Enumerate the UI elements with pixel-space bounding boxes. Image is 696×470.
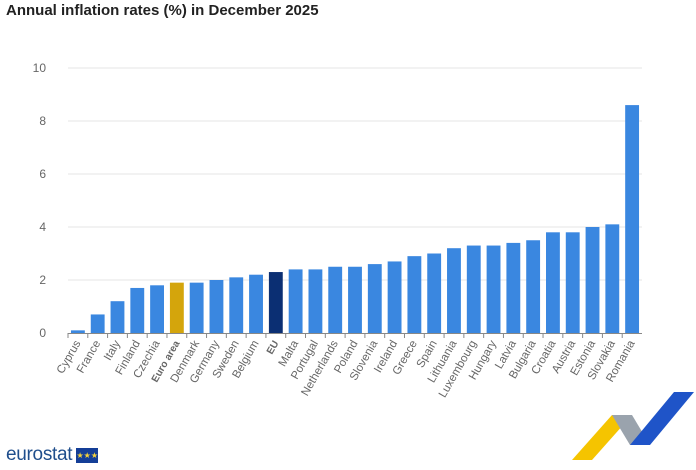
bar-germany <box>209 280 224 333</box>
eu-flag-icon: ★★★ <box>76 447 99 463</box>
y-tick-label: 6 <box>39 167 46 181</box>
y-tick-label: 0 <box>39 326 46 340</box>
bar-italy <box>110 301 125 333</box>
bar-cyprus <box>70 330 85 333</box>
bar-austria <box>565 232 580 333</box>
y-tick-label: 4 <box>39 220 46 234</box>
bar-france <box>90 314 105 333</box>
bar-latvia <box>506 242 521 333</box>
bar-croatia <box>546 232 560 333</box>
logo-text: eurostat <box>6 444 73 465</box>
x-tick-label: EU <box>265 339 281 357</box>
bar-malta <box>288 269 303 333</box>
bar-belgium <box>249 274 263 333</box>
bar-romania <box>625 105 640 333</box>
bar-czechia <box>150 285 164 333</box>
bar-estonia <box>585 227 600 333</box>
bar-netherlands <box>328 266 343 333</box>
bar-euro-area <box>169 282 184 333</box>
bar-spain <box>427 253 442 333</box>
y-tick-label: 8 <box>39 114 46 128</box>
bar-slovakia <box>605 224 620 333</box>
bar-greece <box>407 256 422 333</box>
decorative-chevron <box>572 392 694 460</box>
bar-finland <box>130 287 145 333</box>
y-tick-label: 2 <box>39 273 46 287</box>
bar-ireland <box>387 261 402 333</box>
bar-bulgaria <box>526 240 541 333</box>
bar-poland <box>348 266 362 333</box>
bar-denmark <box>189 282 204 333</box>
bar-luxembourg <box>466 245 481 333</box>
bar-portugal <box>308 269 323 333</box>
y-tick-label: 10 <box>33 61 47 75</box>
bar-hungary <box>486 245 501 333</box>
bar-slovenia <box>367 264 382 333</box>
bar-eu <box>268 272 283 333</box>
chart-title: Annual inflation rates (%) in December 2… <box>6 2 319 19</box>
bar-sweden <box>229 277 244 333</box>
eurostat-logo: eurostat ★★★ <box>6 444 99 466</box>
bar-lithuania <box>447 248 461 333</box>
